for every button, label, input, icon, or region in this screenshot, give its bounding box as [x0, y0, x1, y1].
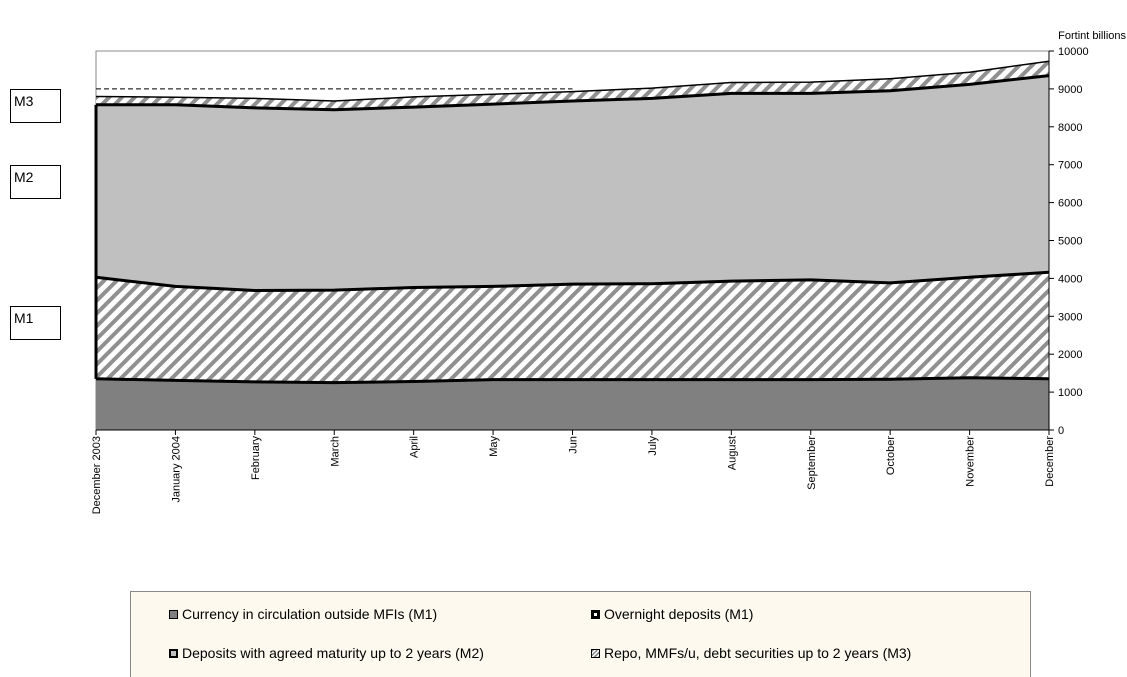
- y-tick-label: 1000: [1058, 387, 1082, 399]
- legend-label-repo: Repo, MMFs/u, debt securities up to 2 ye…: [604, 645, 912, 661]
- area-overnight-m1: [96, 272, 1049, 383]
- x-tick-label: August: [726, 436, 738, 470]
- legend-label-currency: Currency in circulation outside MFIs (M1…: [182, 606, 438, 622]
- line-currency: [95, 376, 1050, 385]
- y-tick-label: 6000: [1058, 198, 1082, 210]
- band-label-m3: M3: [10, 89, 61, 123]
- legend-swatch-deposits: [169, 648, 178, 658]
- y-axis-unit-label: Fortint billions: [1058, 30, 1126, 42]
- legend-item-currency: Currency in circulation outside MFIs (M1…: [169, 606, 437, 622]
- line-m1-total: [95, 270, 1050, 292]
- legend-item-repo: Repo, MMFs/u, debt securities up to 2 ye…: [591, 645, 911, 661]
- y-tick-label: 0: [1058, 425, 1064, 437]
- legend: Currency in circulation outside MFIs (M1…: [130, 591, 1031, 677]
- legend-swatch-overnight: [591, 609, 600, 619]
- x-tick-label: December: [1044, 436, 1056, 487]
- x-tick-label: May: [488, 436, 500, 457]
- y-tick-label: 10000: [1058, 46, 1089, 58]
- line-m2-total: [96, 74, 1050, 112]
- x-tick-label: September: [806, 436, 818, 490]
- legend-item-deposits: Deposits with agreed maturity up to 2 ye…: [169, 645, 484, 661]
- band-label-m1: M1: [10, 306, 61, 340]
- y-tick-label: 7000: [1058, 160, 1082, 172]
- x-tick-label: December 2003: [91, 436, 103, 514]
- y-tick-label: 4000: [1058, 273, 1082, 285]
- x-tick-label: February: [250, 436, 262, 481]
- legend-swatch-repo: [591, 648, 600, 658]
- legend-item-overnight: Overnight deposits (M1): [591, 606, 753, 622]
- x-tick-label: January 2004: [170, 436, 182, 503]
- area-deposits-m2: [96, 75, 1049, 291]
- x-tick-label: April: [409, 436, 421, 458]
- line-m3-total: [95, 60, 1050, 102]
- x-tick-label: November: [965, 436, 977, 487]
- y-tick-label: 2000: [1058, 349, 1082, 361]
- x-tick-label: March: [329, 436, 341, 467]
- x-tick-label: Jun: [568, 436, 580, 454]
- y-tick-label: 5000: [1058, 236, 1082, 248]
- y-tick-label: 3000: [1058, 311, 1082, 323]
- y-tick-label: 9000: [1058, 84, 1082, 96]
- legend-label-deposits: Deposits with agreed maturity up to 2 ye…: [182, 645, 484, 661]
- area-currency-m1: [96, 377, 1049, 430]
- band-label-m2: M2: [10, 165, 61, 199]
- legend-swatch-currency: [169, 609, 178, 619]
- x-tick-label: October: [885, 436, 897, 475]
- y-tick-label: 8000: [1058, 122, 1082, 134]
- x-tick-label: July: [647, 436, 659, 456]
- legend-label-overnight: Overnight deposits (M1): [604, 606, 754, 622]
